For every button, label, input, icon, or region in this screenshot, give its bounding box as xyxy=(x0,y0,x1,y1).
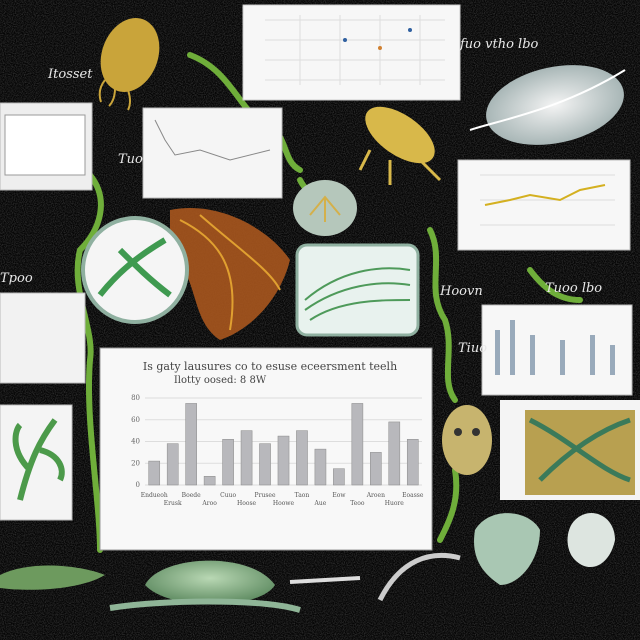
label: Tuoo lbo xyxy=(545,281,602,296)
organic-shapes xyxy=(0,18,626,613)
bar xyxy=(388,421,401,486)
x-tick-label: Prusee xyxy=(255,492,276,499)
main-panel: Is gaty lausures co to esuse eceersment … xyxy=(99,347,433,551)
label: Tiuo xyxy=(458,341,487,356)
x-tick-label: Huore xyxy=(385,500,405,507)
bar xyxy=(166,443,179,486)
label: Tpoo xyxy=(0,271,33,286)
x-tick-label: Hoose xyxy=(237,500,257,507)
bar xyxy=(277,435,290,486)
y-tick-label: 0 xyxy=(136,481,140,489)
x-tick-label: Eow xyxy=(332,492,346,499)
x-tick-label: Hoowe xyxy=(273,500,295,507)
label: Hoovn xyxy=(439,284,483,299)
y-tick-label: 40 xyxy=(131,438,140,446)
main-subtitle: Ilotty oosed: 8 8W xyxy=(174,375,267,386)
x-tick-label: Erusk xyxy=(164,500,182,507)
x-tick-label: Eoasse xyxy=(402,492,424,499)
y-tick-label: 20 xyxy=(131,459,140,467)
panels xyxy=(0,4,640,521)
bar xyxy=(370,452,382,486)
main-title: Is gaty lausures co to esuse eceersment … xyxy=(143,360,397,373)
label: Itosset xyxy=(47,67,93,82)
bar xyxy=(314,448,327,486)
y-tick-label: 80 xyxy=(131,394,140,402)
bar xyxy=(259,443,271,486)
label: Tuo xyxy=(118,152,143,167)
x-tick-label: Aue xyxy=(314,500,327,507)
bar xyxy=(333,468,345,486)
x-tick-label: Endueoh xyxy=(141,492,168,499)
label: fuo vtho lbo xyxy=(459,37,539,52)
y-tick-label: 60 xyxy=(131,416,140,424)
x-tick-label: Boede xyxy=(182,492,201,499)
bar xyxy=(222,439,234,486)
bar xyxy=(351,403,364,486)
bar xyxy=(406,439,419,486)
x-tick-label: Cuuo xyxy=(220,492,236,499)
bar xyxy=(203,476,216,486)
x-tick-label: Aroen xyxy=(366,492,385,499)
bar xyxy=(148,460,161,486)
bar xyxy=(185,403,197,486)
x-tick-label: Aroo xyxy=(201,500,217,507)
bar xyxy=(240,430,253,486)
x-tick-label: Teoo xyxy=(350,500,365,507)
bar xyxy=(296,430,308,486)
x-tick-label: Taon xyxy=(295,492,310,499)
